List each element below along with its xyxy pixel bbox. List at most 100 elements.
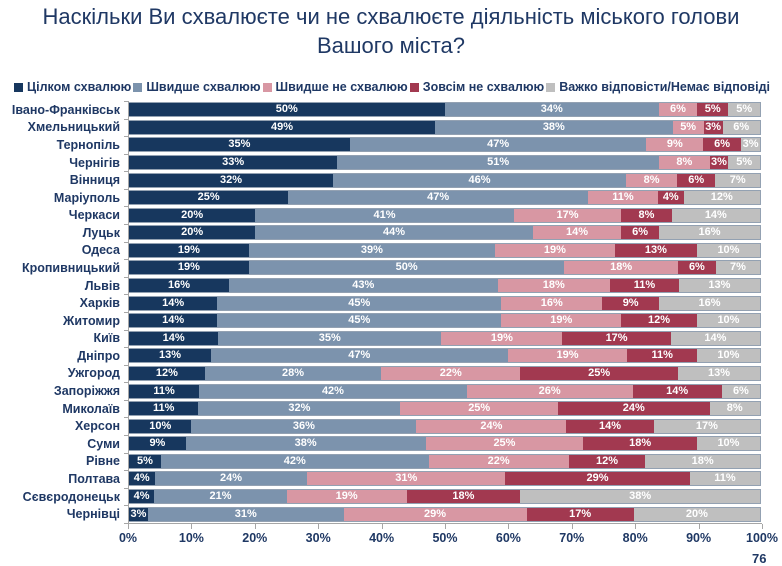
bar-segment: 19% xyxy=(129,261,249,275)
segment-value-label: 49% xyxy=(271,120,294,133)
x-tick-label: 10% xyxy=(178,531,204,545)
bar-segment: 11% xyxy=(610,279,679,293)
y-axis-tick xyxy=(124,188,128,190)
segment-value-label: 14% xyxy=(666,384,689,397)
legend-swatch-icon xyxy=(262,82,272,92)
segment-value-label: 3% xyxy=(705,120,722,133)
segment-value-label: 36% xyxy=(292,419,315,432)
segment-value-label: 14% xyxy=(599,419,622,432)
category-label: Хмельницький xyxy=(27,120,120,135)
segment-value-label: 21% xyxy=(209,490,232,502)
bar-segment: 45% xyxy=(217,296,502,310)
stacked-bar: 49% 38% 5% 3% 6% xyxy=(128,119,761,135)
bar-segment: 3% xyxy=(703,120,723,134)
stacked-bar: 5% 42% 22% 12% 18% xyxy=(128,453,761,469)
bar-segment: 14% xyxy=(129,314,218,328)
segment-value-label: 9% xyxy=(622,296,639,309)
legend-swatch-icon xyxy=(14,82,23,92)
bar-segment: 10% xyxy=(129,419,192,433)
bar-segment: 42% xyxy=(160,454,429,468)
segment-value-label: 11% xyxy=(153,384,175,397)
bar-segment: 14% xyxy=(566,419,654,433)
legend: Цілком схвалюю Швидше схвалюю Швидше не сх… xyxy=(14,80,770,94)
segment-value-label: 11% xyxy=(612,191,634,204)
segment-value-label: 8% xyxy=(638,208,655,221)
stacked-bar: 25% 47% 11% 4% 12% xyxy=(128,190,761,206)
category-label: Сєвєродонецьк xyxy=(22,489,120,504)
bar-segment: 5% xyxy=(129,454,161,468)
x-axis-tick xyxy=(698,524,700,529)
category-label: Миколаїв xyxy=(62,401,120,416)
segment-value-label: 10% xyxy=(149,419,172,432)
y-axis-tick xyxy=(124,417,128,419)
segment-value-label: 14% xyxy=(162,331,185,344)
stacked-bar: 13% 47% 19% 11% 10% xyxy=(128,348,761,364)
y-axis-tick xyxy=(124,101,128,102)
segment-value-label: 16% xyxy=(167,279,190,292)
segment-value-label: 7% xyxy=(729,173,746,186)
y-axis-tick xyxy=(124,399,128,401)
page-number: 76 xyxy=(752,551,767,566)
y-axis-tick xyxy=(124,329,128,331)
bar-segment: 3% xyxy=(709,156,729,170)
bar-segment: 14% xyxy=(532,226,622,240)
y-axis-tick xyxy=(124,241,128,243)
bar-segment: 9% xyxy=(646,138,704,152)
segment-value-label: 5% xyxy=(704,103,721,116)
segment-value-label: 18% xyxy=(610,261,633,274)
x-axis-tick xyxy=(191,524,193,529)
bar-segment: 5% xyxy=(728,103,760,117)
stacked-bar: 3% 31% 29% 17% 20% xyxy=(128,506,761,522)
segment-value-label: 45% xyxy=(348,314,371,327)
stacked-bar: 20% 44% 14% 6% 16% xyxy=(128,225,761,241)
category-label: Чернівці xyxy=(66,507,120,522)
stacked-bar: 19% 50% 18% 6% 7% xyxy=(128,260,761,276)
segment-value-label: 6% xyxy=(688,261,705,274)
segment-value-label: 14% xyxy=(162,314,185,327)
category-label: Одеса xyxy=(81,243,120,258)
segment-value-label: 38% xyxy=(542,120,565,133)
bar-row: Луцьк 20% 44% 14% 6% 16% xyxy=(0,224,782,242)
bar-segment: 35% xyxy=(218,331,442,345)
bar-row: Вінниця 32% 46% 8% 6% 7% xyxy=(0,171,782,189)
segment-value-label: 47% xyxy=(348,349,371,362)
bar-row: Черкаси 20% 41% 17% 8% 14% xyxy=(0,206,782,224)
segment-value-label: 9% xyxy=(666,138,683,151)
bar-segment: 17% xyxy=(653,419,760,433)
bar-segment: 16% xyxy=(129,279,229,293)
segment-value-label: 26% xyxy=(538,384,561,397)
bar-segment: 36% xyxy=(191,419,417,433)
category-label: Тернопіль xyxy=(56,137,120,152)
stacked-bar: 50% 34% 6% 5% 5% xyxy=(128,102,761,118)
bar-segment: 12% xyxy=(129,366,205,380)
bar-segment: 32% xyxy=(198,402,401,416)
segment-value-label: 18% xyxy=(542,279,565,292)
segment-value-label: 8% xyxy=(643,173,660,186)
segment-value-label: 5% xyxy=(736,103,753,116)
bar-segment: 5% xyxy=(728,156,760,170)
segment-value-label: 43% xyxy=(352,279,375,292)
bar-segment: 8% xyxy=(621,208,672,222)
segment-value-label: 20% xyxy=(181,208,204,221)
segment-value-label: 3% xyxy=(130,507,147,520)
segment-value-label: 17% xyxy=(569,507,592,520)
bar-segment: 6% xyxy=(721,384,760,398)
segment-value-label: 20% xyxy=(685,507,708,520)
bar-segment: 20% xyxy=(633,507,760,521)
x-axis: 0% 10% 20% 30% 40% 50% 60% 70% 80% 90% 100% xyxy=(119,523,778,545)
segment-value-label: 50% xyxy=(395,261,418,274)
segment-value-label: 11% xyxy=(714,472,736,485)
y-axis-tick xyxy=(124,470,128,472)
bar-segment: 13% xyxy=(677,366,760,380)
segment-value-label: 31% xyxy=(234,507,257,520)
bar-segment: 18% xyxy=(497,279,611,293)
bar-segment: 14% xyxy=(670,331,760,345)
bar-segment: 18% xyxy=(583,437,697,451)
category-label: Рівне xyxy=(86,454,120,469)
x-tick-label: 100% xyxy=(746,531,778,545)
bar-segment: 25% xyxy=(129,191,289,205)
legend-swatch-icon xyxy=(409,82,419,92)
segment-value-label: 7% xyxy=(729,261,746,274)
segment-value-label: 35% xyxy=(228,138,251,151)
segment-value-label: 4% xyxy=(133,490,150,502)
